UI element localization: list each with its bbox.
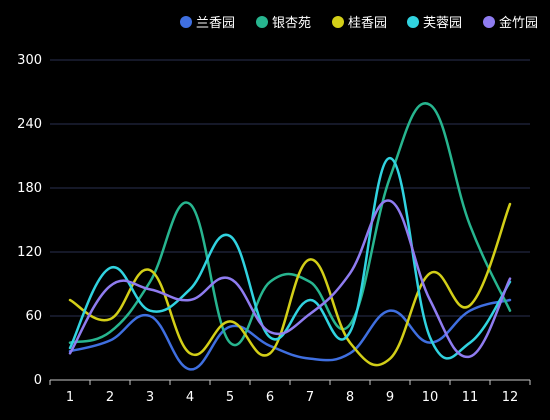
series-lines	[68, 102, 512, 371]
legend-marker	[483, 16, 495, 28]
x-tick-label: 10	[422, 390, 439, 405]
series-line-4	[68, 156, 512, 360]
legend-label: 芙蓉园	[423, 16, 462, 31]
y-axis: 0 60 120 180 240 300	[17, 53, 42, 388]
x-tick-label: 7	[306, 390, 314, 405]
x-axis: 1 2 3 4 5 6 7 8 9 10 11 12	[49, 380, 531, 405]
x-tick-label: 9	[386, 390, 394, 405]
x-tick-label: 12	[502, 390, 519, 405]
legend-label: 桂香园	[348, 16, 387, 31]
y-tick-label: 300	[17, 53, 42, 68]
series-line-3	[68, 202, 512, 367]
series-line-2	[68, 102, 512, 347]
y-tick-label: 60	[25, 309, 42, 324]
x-tick-label: 1	[66, 390, 74, 405]
legend-item[interactable]: 银杏苑	[256, 16, 311, 31]
y-tick-label: 0	[34, 373, 42, 388]
legend-marker	[332, 16, 344, 28]
x-tick-label: 6	[266, 390, 274, 405]
legend-item[interactable]: 兰香园	[180, 16, 235, 31]
legend-item[interactable]: 桂香园	[332, 16, 387, 31]
legend-item[interactable]: 金竹园	[483, 15, 538, 31]
y-tick-label: 120	[17, 245, 42, 260]
y-tick-label: 240	[17, 117, 42, 132]
legend-item[interactable]: 芙蓉园	[407, 16, 462, 31]
series-line-1	[68, 298, 512, 371]
x-tick-label: 5	[226, 390, 234, 405]
x-tick-label: 4	[186, 390, 194, 405]
x-tick-label: 11	[462, 390, 479, 405]
y-tick-label: 180	[17, 181, 42, 196]
x-tick-label: 3	[146, 390, 154, 405]
legend[interactable]: 兰香园 银杏苑 桂香园 芙蓉园 金竹园	[180, 15, 538, 31]
x-tick-label: 2	[106, 390, 114, 405]
x-tick-label: 8	[346, 390, 354, 405]
legend-marker	[407, 16, 419, 28]
series-line-5	[68, 199, 512, 359]
legend-label: 兰香园	[196, 16, 235, 31]
legend-marker	[256, 16, 268, 28]
legend-label: 金竹园	[499, 15, 538, 31]
legend-label: 银杏苑	[272, 16, 311, 31]
legend-marker	[180, 16, 192, 28]
